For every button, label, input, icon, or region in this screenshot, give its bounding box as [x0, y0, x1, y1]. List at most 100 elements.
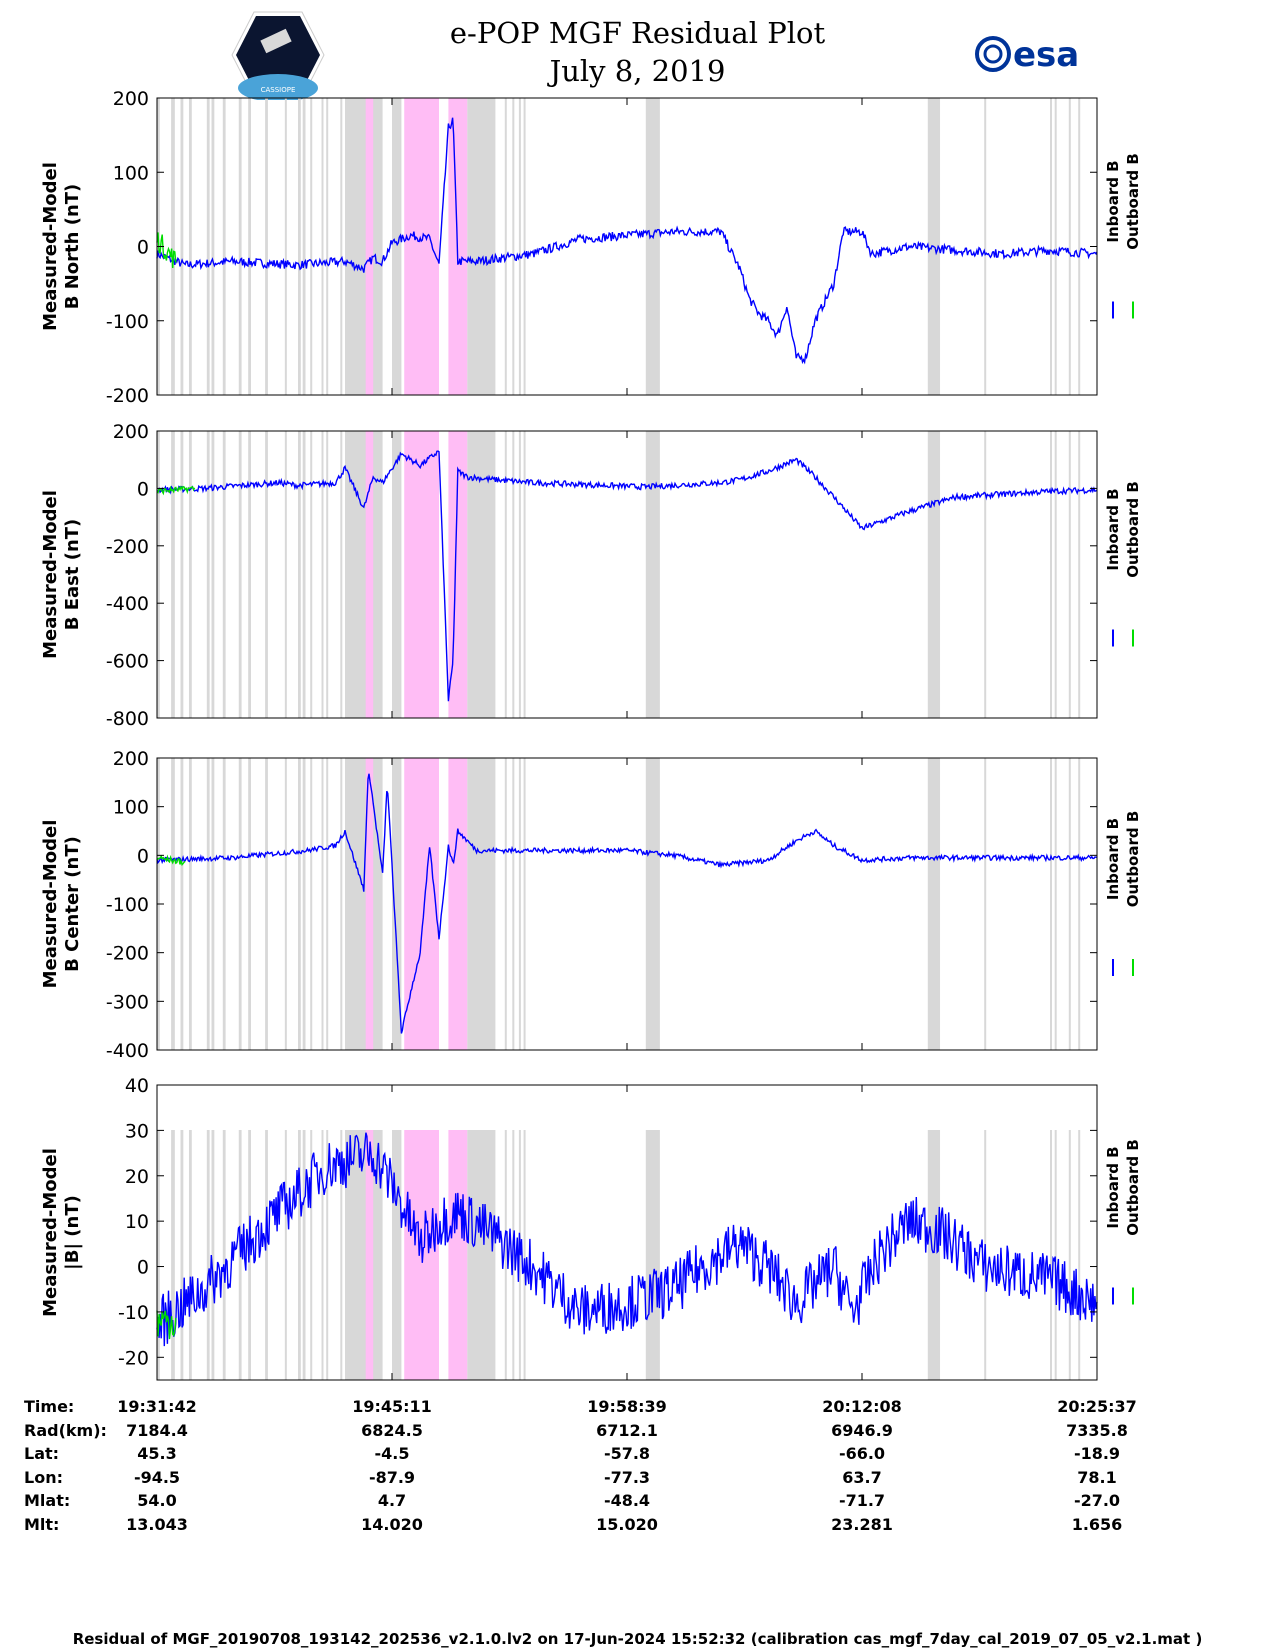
- pink-band: [365, 758, 374, 1050]
- y-axis-label: Measured-Model: [40, 820, 61, 989]
- y-tick-label: 0: [137, 1257, 149, 1279]
- gray-band: [1054, 98, 1057, 395]
- table-cell: -27.0: [1073, 1491, 1121, 1510]
- table-cell: 20:12:08: [822, 1397, 902, 1416]
- gray-band: [284, 1130, 287, 1380]
- table-cell: -18.9: [1073, 1444, 1121, 1463]
- gray-band: [238, 758, 242, 1050]
- pink-band: [404, 758, 439, 1050]
- gray-band: [284, 98, 287, 395]
- table-cell: 7184.4: [126, 1420, 188, 1440]
- gray-band: [326, 758, 329, 1050]
- table-row-label: Mlat:: [24, 1491, 71, 1510]
- y-axis-label: B Center (nT): [62, 836, 83, 972]
- y-tick-label: -300: [106, 991, 149, 1013]
- gray-band: [302, 98, 306, 395]
- inboard-series-line: [156, 450, 1098, 702]
- gray-band: [238, 431, 242, 718]
- outboard-series-line: [156, 232, 177, 269]
- gray-band: [298, 758, 301, 1050]
- panel-1: -200 -100 0 100 200 Measured-Model B North (nT…: [40, 88, 1142, 407]
- gray-band: [310, 431, 313, 718]
- gray-band: [345, 431, 383, 718]
- table-row-label: Time:: [24, 1397, 75, 1416]
- gray-band: [1068, 98, 1071, 395]
- table-cell: 6712.1: [596, 1420, 658, 1440]
- gray-band: [645, 98, 660, 395]
- gray-band: [211, 431, 215, 718]
- gray-band: [645, 431, 660, 718]
- y-tick-label: 0: [137, 478, 149, 500]
- y-tick-label: -200: [106, 536, 149, 558]
- gray-band: [392, 431, 402, 718]
- y-tick-label: -100: [106, 311, 149, 333]
- gray-band: [188, 98, 192, 395]
- gray-band: [467, 98, 496, 395]
- gray-band: [248, 98, 251, 395]
- y-tick-label: 0: [137, 237, 149, 259]
- y-axis-label: Measured-Model: [40, 162, 61, 331]
- table-cell: 23.281: [831, 1514, 893, 1534]
- y-tick-label: 30: [125, 1120, 149, 1142]
- gray-band: [927, 758, 941, 1050]
- gray-band: [504, 431, 507, 718]
- gray-band: [310, 758, 313, 1050]
- gray-band: [1050, 1130, 1052, 1380]
- gray-band: [326, 1130, 329, 1380]
- gray-band: [248, 431, 251, 718]
- y-axis-label: Measured-Model: [40, 1148, 61, 1317]
- panel-2: -800 -600 -400 -200 0 200 Measured-Model B East…: [40, 421, 1142, 730]
- gray-band: [180, 431, 184, 718]
- legend-label: Inboard B: [1104, 160, 1122, 242]
- outboard-series-line: [156, 854, 186, 866]
- table-cell: 1.656: [1071, 1514, 1123, 1534]
- gray-band: [1078, 431, 1081, 718]
- gray-band: [157, 1130, 160, 1380]
- gray-band: [171, 98, 175, 395]
- gray-band: [321, 98, 324, 395]
- legend-label: Inboard B: [1104, 488, 1122, 570]
- gray-band: [188, 758, 192, 1050]
- gray-band: [310, 1130, 313, 1380]
- gray-band: [1054, 431, 1057, 718]
- table-cell: 54.0: [137, 1491, 177, 1510]
- gray-band: [302, 431, 306, 718]
- table-cell: 63.7: [842, 1467, 882, 1487]
- y-axis-label: B North (nT): [62, 184, 83, 310]
- gray-band: [1078, 1130, 1081, 1380]
- gray-band: [298, 431, 301, 718]
- gray-band: [523, 758, 526, 1050]
- table-row-label: Lat:: [24, 1444, 60, 1463]
- legend-label: Outboard B: [1124, 481, 1142, 578]
- pink-band: [448, 758, 468, 1050]
- gray-band: [180, 758, 184, 1050]
- panel-3: -400 -300 -200 -100 0 200 100 Measured-Model B C…: [40, 748, 1142, 1062]
- gray-band: [504, 758, 507, 1050]
- y-axis-label: B East (nT): [62, 519, 83, 631]
- y-tick-label: 10: [125, 1211, 149, 1233]
- legend-label: Inboard B: [1104, 818, 1122, 900]
- gray-band: [984, 431, 987, 718]
- gray-band: [1050, 98, 1052, 395]
- y-tick-label: -100: [106, 894, 149, 916]
- gray-band: [171, 758, 175, 1050]
- gray-band: [157, 431, 160, 718]
- gray-band: [1068, 431, 1071, 718]
- footer-caption: Residual of MGF_20190708_193142_202536_v…: [72, 1630, 1203, 1648]
- gray-band: [188, 1130, 192, 1380]
- gray-band: [504, 1130, 507, 1380]
- table-cell: -94.5: [133, 1467, 181, 1487]
- pink-band: [404, 98, 439, 395]
- y-tick-label: 200: [113, 88, 149, 110]
- gray-band: [345, 758, 383, 1050]
- gray-band: [512, 758, 515, 1050]
- table-cell: -48.4: [603, 1491, 651, 1510]
- gray-band: [645, 1130, 660, 1380]
- gray-band: [340, 98, 343, 395]
- mission-logo-text: CASSIOPE: [261, 86, 296, 94]
- table-cell: 14.020: [361, 1514, 423, 1534]
- chart-title: e-POP MGF Residual Plot: [449, 16, 826, 50]
- gray-band: [340, 1130, 343, 1380]
- gray-band: [222, 758, 226, 1050]
